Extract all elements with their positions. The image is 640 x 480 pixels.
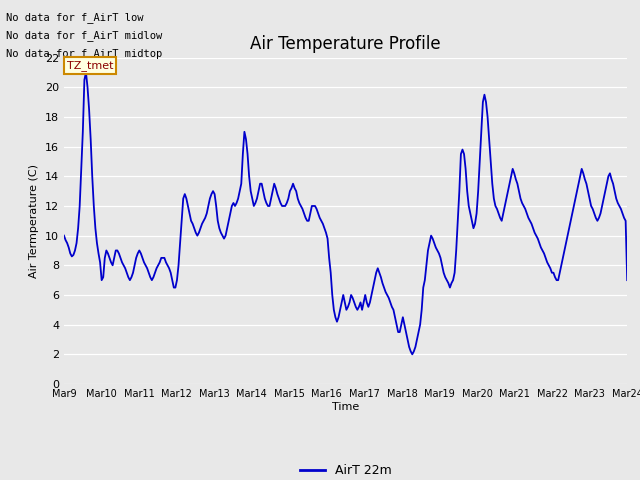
Text: TZ_tmet: TZ_tmet bbox=[67, 60, 114, 71]
Legend: AirT 22m: AirT 22m bbox=[295, 459, 396, 480]
Text: No data for f_AirT low: No data for f_AirT low bbox=[6, 12, 144, 23]
Y-axis label: Air Termperature (C): Air Termperature (C) bbox=[29, 164, 39, 278]
Title: Air Temperature Profile: Air Temperature Profile bbox=[250, 35, 441, 53]
X-axis label: Time: Time bbox=[332, 402, 359, 412]
Text: No data for f_AirT midtop: No data for f_AirT midtop bbox=[6, 48, 163, 60]
Text: No data for f_AirT midlow: No data for f_AirT midlow bbox=[6, 30, 163, 41]
